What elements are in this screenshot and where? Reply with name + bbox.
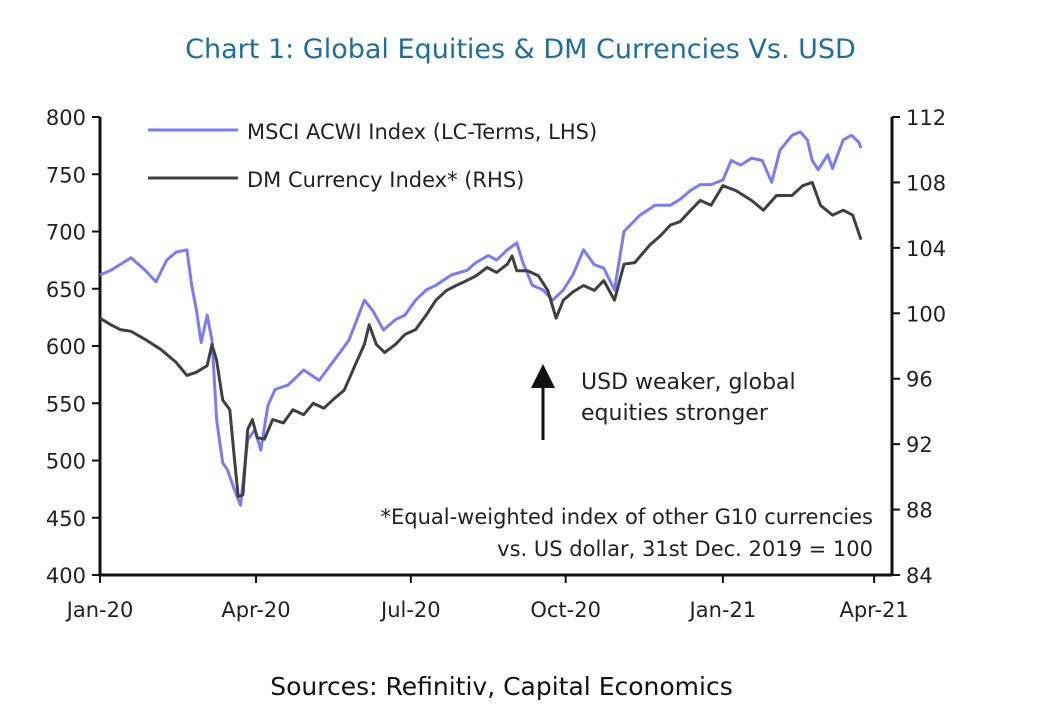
series-line-dm-currency — [99, 180, 863, 498]
y-left-tick-label: 550 — [46, 392, 86, 416]
series-line-msci-acwi — [99, 130, 863, 507]
y-right-tick-label: 104 — [906, 237, 946, 261]
footnote-line-1: *Equal-weighted index of other G10 curre… — [380, 505, 873, 529]
y-left-tick-label: 800 — [46, 106, 86, 130]
y-left-tick-label: 500 — [46, 450, 86, 474]
y-right-tick-label: 92 — [906, 433, 933, 457]
y-right-tick-label: 112 — [906, 106, 946, 130]
x-tick-label: Jan-20 — [65, 598, 134, 622]
footnote-line-2: vs. US dollar, 31st Dec. 2019 = 100 — [497, 537, 873, 561]
y-right-tick-label: 88 — [906, 499, 933, 523]
y-left-tick-label: 750 — [46, 163, 86, 187]
y-left-tick-label: 600 — [46, 335, 86, 359]
x-tick-label: Jul-20 — [379, 598, 441, 622]
legend: MSCI ACWI Index (LC-Terms, LHS) DM Curre… — [148, 120, 597, 192]
x-tick-label: Oct-20 — [530, 598, 601, 622]
chart-source: Sources: Refinitiv, Capital Economics — [270, 672, 733, 701]
y-right-tick-label: 108 — [906, 171, 946, 195]
chart-title: Chart 1: Global Equities & DM Currencies… — [185, 34, 856, 65]
legend-label-dm: DM Currency Index* (RHS) — [247, 168, 524, 192]
x-tick-label: Apr-20 — [221, 598, 290, 622]
y-right-tick-label: 84 — [906, 564, 933, 588]
y-left-tick-label: 450 — [46, 507, 86, 531]
annotation-text-1: USD weaker, global — [581, 370, 796, 395]
y-left-tick-label: 650 — [46, 278, 86, 302]
y-right-tick-label: 100 — [906, 302, 946, 326]
y-right-tick-label: 96 — [906, 368, 933, 392]
x-tick-label: Jan-21 — [688, 598, 757, 622]
x-tick-label: Apr-21 — [839, 598, 908, 622]
y-left-tick-label: 700 — [46, 221, 86, 245]
annotation-text-2: equities stronger — [581, 401, 769, 426]
legend-label-msci: MSCI ACWI Index (LC-Terms, LHS) — [247, 120, 597, 144]
annotation-arrow — [531, 364, 555, 440]
y-left-tick-label: 400 — [46, 564, 86, 588]
